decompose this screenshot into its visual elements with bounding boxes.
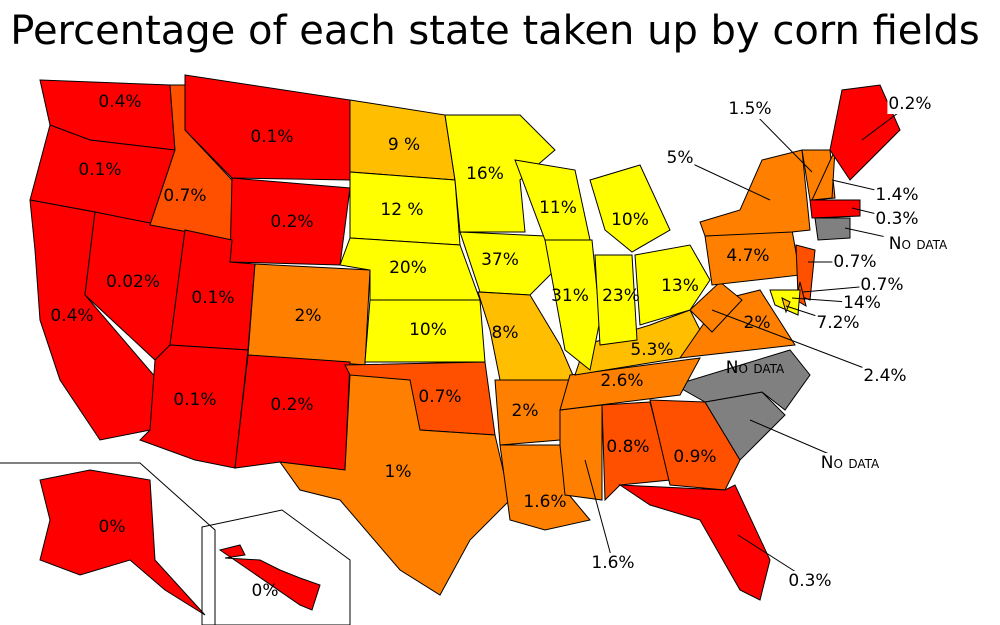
state-label: 10%: [611, 210, 649, 230]
state-label: 0.1%: [250, 127, 293, 147]
state-label: 2.4%: [863, 366, 906, 386]
state: [589, 164, 671, 253]
state: [601, 401, 671, 502]
state-label: 0.1%: [78, 160, 121, 180]
state-label: 2%: [512, 401, 539, 421]
label-background: [887, 94, 933, 114]
leader-line: [584, 459, 614, 564]
state-label: 1%: [385, 462, 412, 482]
state-label: 0.2%: [270, 395, 313, 415]
label-background: [832, 252, 878, 272]
label-background: [862, 366, 908, 386]
label-background: [842, 293, 882, 313]
state: [184, 74, 351, 181]
state-label: 1.6%: [523, 492, 566, 512]
leader-line: [679, 157, 771, 201]
label-background: [787, 571, 833, 591]
label-background: [727, 99, 773, 119]
state: [634, 244, 711, 326]
leader-line: [749, 108, 813, 173]
labels: 0.4% 0.1% 0.4% 0.02% 0.7% 0.1% 0.2% 0.1% 0.1% 2% 0…: [50, 92, 953, 601]
state-label: 5.3%: [630, 340, 673, 360]
state: [673, 349, 811, 411]
state-label: No data: [821, 453, 880, 473]
state: [594, 254, 638, 346]
state: [809, 199, 861, 219]
state-label: 0.1%: [191, 288, 234, 308]
state-label: 1.5%: [728, 99, 771, 119]
state-label: 0%: [252, 581, 279, 601]
state-label: 10%: [409, 320, 447, 340]
state-label: 20%: [389, 258, 427, 278]
state-label: 37%: [481, 250, 519, 270]
state-label: 2%: [744, 313, 771, 333]
state-label: 0%: [99, 517, 126, 537]
state-label: 8%: [492, 323, 519, 343]
label-background: [859, 275, 905, 295]
state-label: 0.8%: [606, 437, 649, 457]
state-label: 1.4%: [875, 185, 918, 205]
state-label: 7.2%: [816, 313, 859, 333]
state: [618, 484, 771, 601]
state: [559, 357, 701, 411]
state: [218, 544, 321, 611]
state-label: 14%: [843, 293, 881, 313]
state-label: 31%: [551, 286, 589, 306]
state-label: 0.7%: [860, 275, 903, 295]
state: [459, 231, 556, 296]
state: [39, 469, 206, 616]
state-label: 0.9%: [673, 447, 716, 467]
label-background: [815, 453, 885, 473]
state: [444, 114, 556, 233]
state-label: 13%: [661, 276, 699, 296]
state-label: 0.7%: [163, 186, 206, 206]
state: [811, 149, 836, 201]
state-label: 23%: [602, 286, 640, 306]
states: [29, 74, 901, 616]
state: [649, 399, 741, 491]
state: [689, 281, 743, 333]
state-label: 0.7%: [418, 387, 461, 407]
state-label: 4.7%: [726, 246, 769, 266]
state-label: 2%: [295, 306, 322, 326]
inset-border: [0, 462, 216, 625]
state-label: 12 %: [380, 200, 423, 220]
state-label: 1.6%: [591, 553, 634, 573]
inset-border: [201, 509, 351, 625]
state-label: 0.3%: [875, 209, 918, 229]
state-label: 0.2%: [270, 212, 313, 232]
state-label: No data: [726, 358, 785, 378]
leader-line: [711, 309, 886, 377]
state: [559, 404, 603, 501]
state-label: 9 %: [388, 135, 420, 155]
state-label: 0.4%: [98, 92, 141, 112]
state-label: 0.7%: [833, 252, 876, 272]
state-label: 0.4%: [50, 306, 93, 326]
state: [814, 217, 851, 241]
state-label: 0.1%: [173, 390, 216, 410]
state-label: 5%: [667, 148, 694, 168]
state-label: 0.02%: [106, 272, 160, 292]
label-background: [874, 185, 920, 205]
state-label: 0.2%: [888, 94, 931, 114]
label-background: [883, 234, 953, 254]
state-label: 11%: [539, 198, 577, 218]
state-label: 2.6%: [600, 371, 643, 391]
label-background: [874, 209, 920, 229]
label-background: [665, 148, 695, 168]
map-title: Percentage of each state taken up by cor…: [10, 8, 980, 54]
state-label: No data: [889, 234, 948, 254]
label-background: [590, 553, 636, 573]
state-label: 0.3%: [788, 571, 831, 591]
label-background: [815, 313, 861, 333]
state-label: 16%: [466, 164, 504, 184]
state: [544, 239, 601, 371]
